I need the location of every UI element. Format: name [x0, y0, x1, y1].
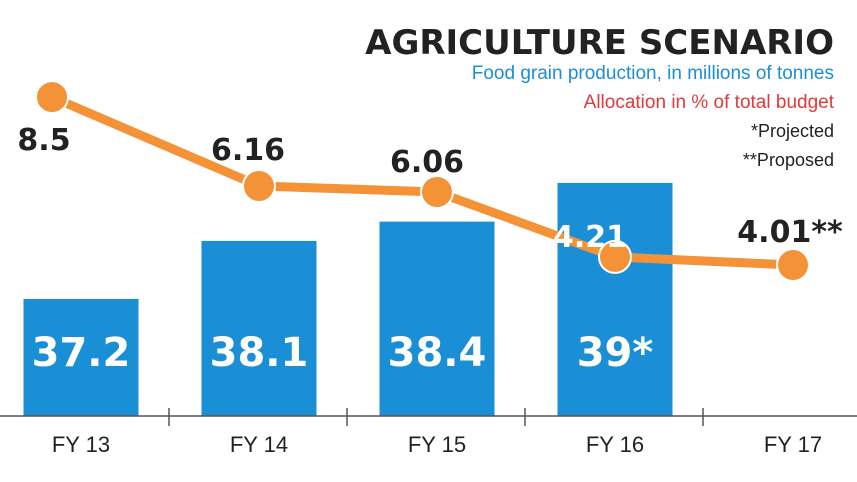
- line-point: [242, 169, 276, 203]
- bar-value-label: 38.4: [388, 330, 487, 376]
- x-tick-label: FY 17: [764, 432, 822, 457]
- bar: [557, 182, 673, 416]
- bar: [379, 221, 495, 416]
- note-projected: *Projected: [751, 121, 834, 141]
- bar: [23, 299, 139, 416]
- line-value-label: 6.06: [390, 145, 464, 180]
- line-value-label: 6.16: [211, 133, 285, 168]
- x-tick-label: FY 13: [52, 432, 110, 457]
- x-axis: FY 13 FY 14 FY 15 FY 16 FY 17: [0, 408, 857, 457]
- bar-value-label: 38.1: [210, 330, 309, 376]
- line-series: 8.5 6.16 6.06 4.21 4.01**: [17, 80, 843, 282]
- line-point: [35, 80, 69, 115]
- line-point: [776, 248, 810, 282]
- x-tick-label: FY 16: [586, 432, 644, 457]
- bar-series: 37.2 38.1 38.4 39*: [23, 182, 673, 416]
- line-value-label: 4.01**: [737, 215, 843, 250]
- line-value-label: 4.21: [553, 220, 627, 255]
- bar: [201, 240, 317, 416]
- bar-value-label: 39*: [577, 330, 654, 376]
- line-point: [598, 239, 632, 274]
- legend-line-series: Allocation in % of total budget: [584, 92, 835, 113]
- line-value-label: 8.5: [17, 123, 70, 158]
- note-proposed: **Proposed: [743, 150, 834, 170]
- x-tick-label: FY 14: [230, 432, 288, 457]
- legend-bar-series: Food grain production, in millions of to…: [472, 63, 834, 84]
- x-tick-label: FY 15: [408, 432, 466, 457]
- line-point: [420, 175, 454, 209]
- bar-value-label: 37.2: [32, 330, 131, 376]
- chart-title: AGRICULTURE SCENARIO: [365, 23, 834, 63]
